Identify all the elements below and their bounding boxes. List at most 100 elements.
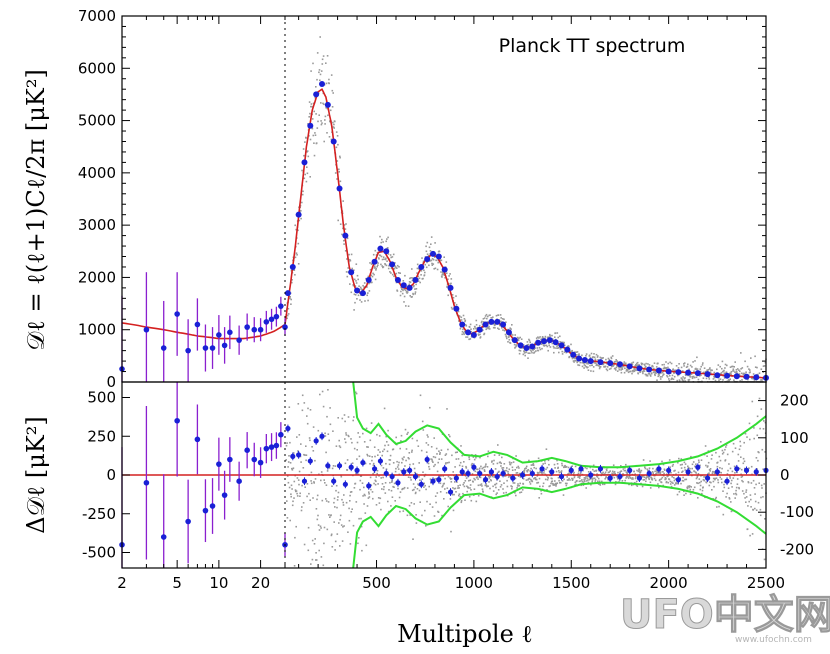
- residual-y-tick-label: 250: [87, 427, 116, 445]
- residual-unbinned-point: [492, 463, 495, 465]
- unbinned-point: [713, 376, 716, 379]
- residual-unbinned-point: [741, 490, 744, 492]
- unbinned-point: [478, 324, 481, 327]
- residual-unbinned-point: [659, 478, 661, 481]
- residual-unbinned-point: [537, 457, 540, 460]
- unbinned-point: [719, 365, 721, 368]
- unbinned-point: [516, 336, 519, 339]
- unbinned-point: [462, 328, 464, 331]
- residual-unbinned-point: [631, 477, 634, 479]
- unbinned-point: [698, 375, 701, 377]
- residual-unbinned-point: [378, 435, 381, 437]
- unbinned-point: [442, 273, 444, 276]
- residual-unbinned-point: [459, 484, 461, 486]
- residual-unbinned-point: [429, 406, 431, 409]
- unbinned-point: [382, 256, 385, 258]
- residual-unbinned-point: [302, 502, 305, 504]
- residual-unbinned-point: [315, 552, 317, 554]
- residual-unbinned-point: [493, 459, 495, 462]
- residual-unbinned-point: [350, 511, 353, 513]
- unbinned-point: [606, 369, 609, 372]
- unbinned-point: [441, 276, 443, 278]
- unbinned-point: [470, 330, 473, 333]
- residual-unbinned-point: [335, 484, 338, 487]
- residual-unbinned-point: [430, 458, 432, 460]
- unbinned-point: [423, 274, 426, 276]
- unbinned-point: [427, 254, 430, 257]
- unbinned-point: [359, 299, 361, 301]
- residual-unbinned-point: [701, 489, 704, 492]
- residual-unbinned-point: [351, 462, 354, 464]
- unbinned-point: [366, 294, 368, 297]
- unbinned-point: [501, 327, 503, 329]
- unbinned-point: [699, 370, 702, 373]
- residual-unbinned-point: [499, 480, 501, 482]
- residual-unbinned-point: [435, 477, 438, 480]
- unbinned-point: [387, 247, 389, 249]
- unbinned-point: [563, 341, 565, 344]
- unbinned-point: [367, 292, 369, 294]
- residual-unbinned-point: [400, 434, 403, 437]
- unbinned-point: [339, 180, 342, 183]
- residual-unbinned-point: [316, 518, 319, 521]
- unbinned-point: [345, 271, 348, 273]
- residual-unbinned-point: [461, 465, 464, 468]
- residual-unbinned-point: [307, 407, 309, 410]
- binned-residual-point: [389, 473, 395, 480]
- residual-unbinned-point: [624, 479, 626, 482]
- residual-unbinned-point: [367, 454, 369, 457]
- unbinned-point: [636, 361, 639, 364]
- residual-unbinned-point: [348, 507, 350, 510]
- residual-unbinned-point: [287, 461, 290, 463]
- residual-unbinned-point: [546, 489, 548, 491]
- unbinned-point: [571, 357, 574, 360]
- residual-unbinned-point: [507, 472, 510, 475]
- residual-unbinned-point: [448, 434, 450, 436]
- residual-unbinned-point: [596, 476, 599, 478]
- residual-unbinned-point: [557, 466, 559, 469]
- residual-unbinned-point: [377, 449, 380, 451]
- unbinned-point: [500, 317, 502, 319]
- binned-point: [307, 122, 314, 129]
- residual-unbinned-point: [430, 482, 432, 484]
- unbinned-point: [736, 368, 739, 370]
- residual-unbinned-point: [719, 459, 722, 462]
- residual-unbinned-point: [626, 476, 629, 478]
- unbinned-point: [696, 356, 698, 359]
- residual-unbinned-point: [499, 486, 502, 488]
- residual-unbinned-point: [291, 469, 294, 471]
- residual-unbinned-point: [368, 455, 371, 457]
- residual-unbinned-point: [518, 472, 521, 475]
- residual-unbinned-point: [734, 472, 736, 474]
- unbinned-point: [668, 379, 671, 382]
- binned-residual-point: [666, 467, 672, 473]
- residual-unbinned-point: [613, 471, 615, 474]
- binned-point: [319, 80, 325, 87]
- residual-unbinned-point: [335, 489, 337, 492]
- residual-unbinned-point: [717, 481, 720, 484]
- residual-unbinned-point: [711, 489, 713, 491]
- residual-unbinned-point: [688, 486, 690, 489]
- binned-residual-point: [607, 475, 613, 481]
- binned-point: [330, 138, 337, 145]
- residual-unbinned-point: [631, 478, 633, 480]
- residual-unbinned-point: [301, 506, 303, 508]
- unbinned-point: [577, 360, 579, 363]
- binned-point: [500, 321, 507, 328]
- binned-residual-point: [578, 466, 584, 472]
- unbinned-point: [706, 369, 708, 371]
- unbinned-point: [428, 264, 430, 267]
- residual-unbinned-point: [323, 542, 325, 545]
- unbinned-point: [599, 366, 602, 368]
- residual-unbinned-point: [695, 463, 697, 465]
- unbinned-point: [331, 106, 334, 108]
- residual-unbinned-point: [546, 466, 549, 469]
- residual-unbinned-point: [707, 465, 709, 467]
- unbinned-point: [647, 363, 649, 365]
- residual-unbinned-point: [314, 478, 317, 480]
- binned-point: [465, 329, 472, 336]
- residual-unbinned-point: [721, 449, 724, 452]
- residual-unbinned-point: [339, 518, 341, 521]
- unbinned-point: [479, 333, 481, 336]
- unbinned-point: [623, 361, 626, 363]
